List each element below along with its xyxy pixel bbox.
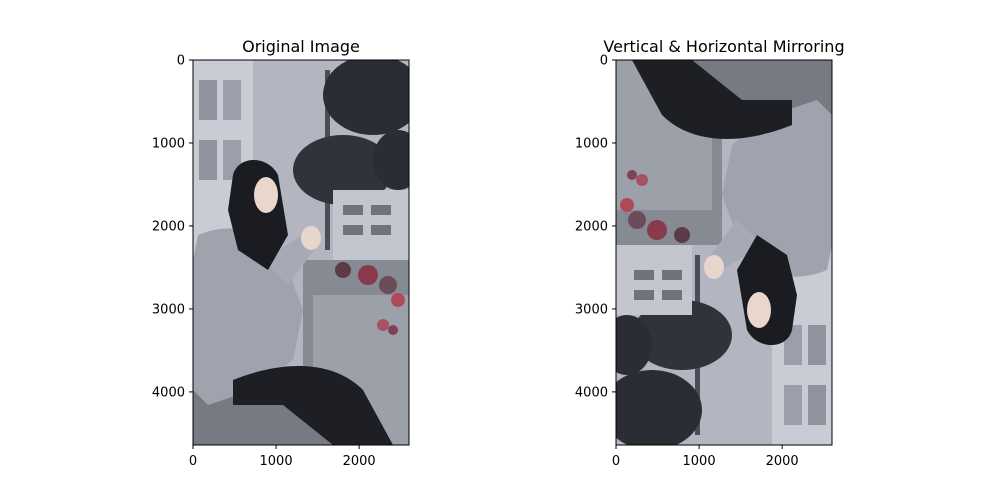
- y-tick-label: 4000: [152, 385, 185, 400]
- axes-title: Vertical & Horizontal Mirroring: [603, 37, 844, 56]
- x-tick-label: 2000: [766, 454, 799, 469]
- y-tick-label: 2000: [152, 219, 185, 234]
- y-tick-label: 2000: [575, 219, 608, 234]
- x-tick-label: 2000: [343, 454, 376, 469]
- axes-frame: [192, 59, 410, 446]
- y-tick-label: 3000: [575, 302, 608, 317]
- axes-mirrored: Vertical & Horizontal Mirroring 0 1000 200…: [575, 37, 845, 469]
- y-tick-label: 0: [600, 54, 608, 69]
- y-tick-label: 4000: [575, 385, 608, 400]
- image-mirrored: [616, 60, 832, 445]
- axes-title: Original Image: [242, 37, 360, 56]
- x-tick-label: 1000: [683, 454, 716, 469]
- x-tick-label: 0: [189, 454, 197, 469]
- ticks: 0 1000 2000 0 1000 2000 3000 4000: [152, 54, 376, 470]
- y-tick-label: 1000: [152, 136, 185, 151]
- axes-frame: [615, 59, 833, 446]
- image-original: [193, 60, 409, 445]
- y-tick-label: 3000: [152, 302, 185, 317]
- y-tick-label: 1000: [575, 136, 608, 151]
- ticks: 0 1000 2000 0 1000 2000 3000 4000: [575, 54, 799, 470]
- y-tick-label: 0: [177, 54, 185, 69]
- x-tick-label: 0: [612, 454, 620, 469]
- x-tick-label: 1000: [260, 454, 293, 469]
- axes-original: Original Image 0 1000 2000 0 1000 2000 3000 400…: [152, 37, 410, 470]
